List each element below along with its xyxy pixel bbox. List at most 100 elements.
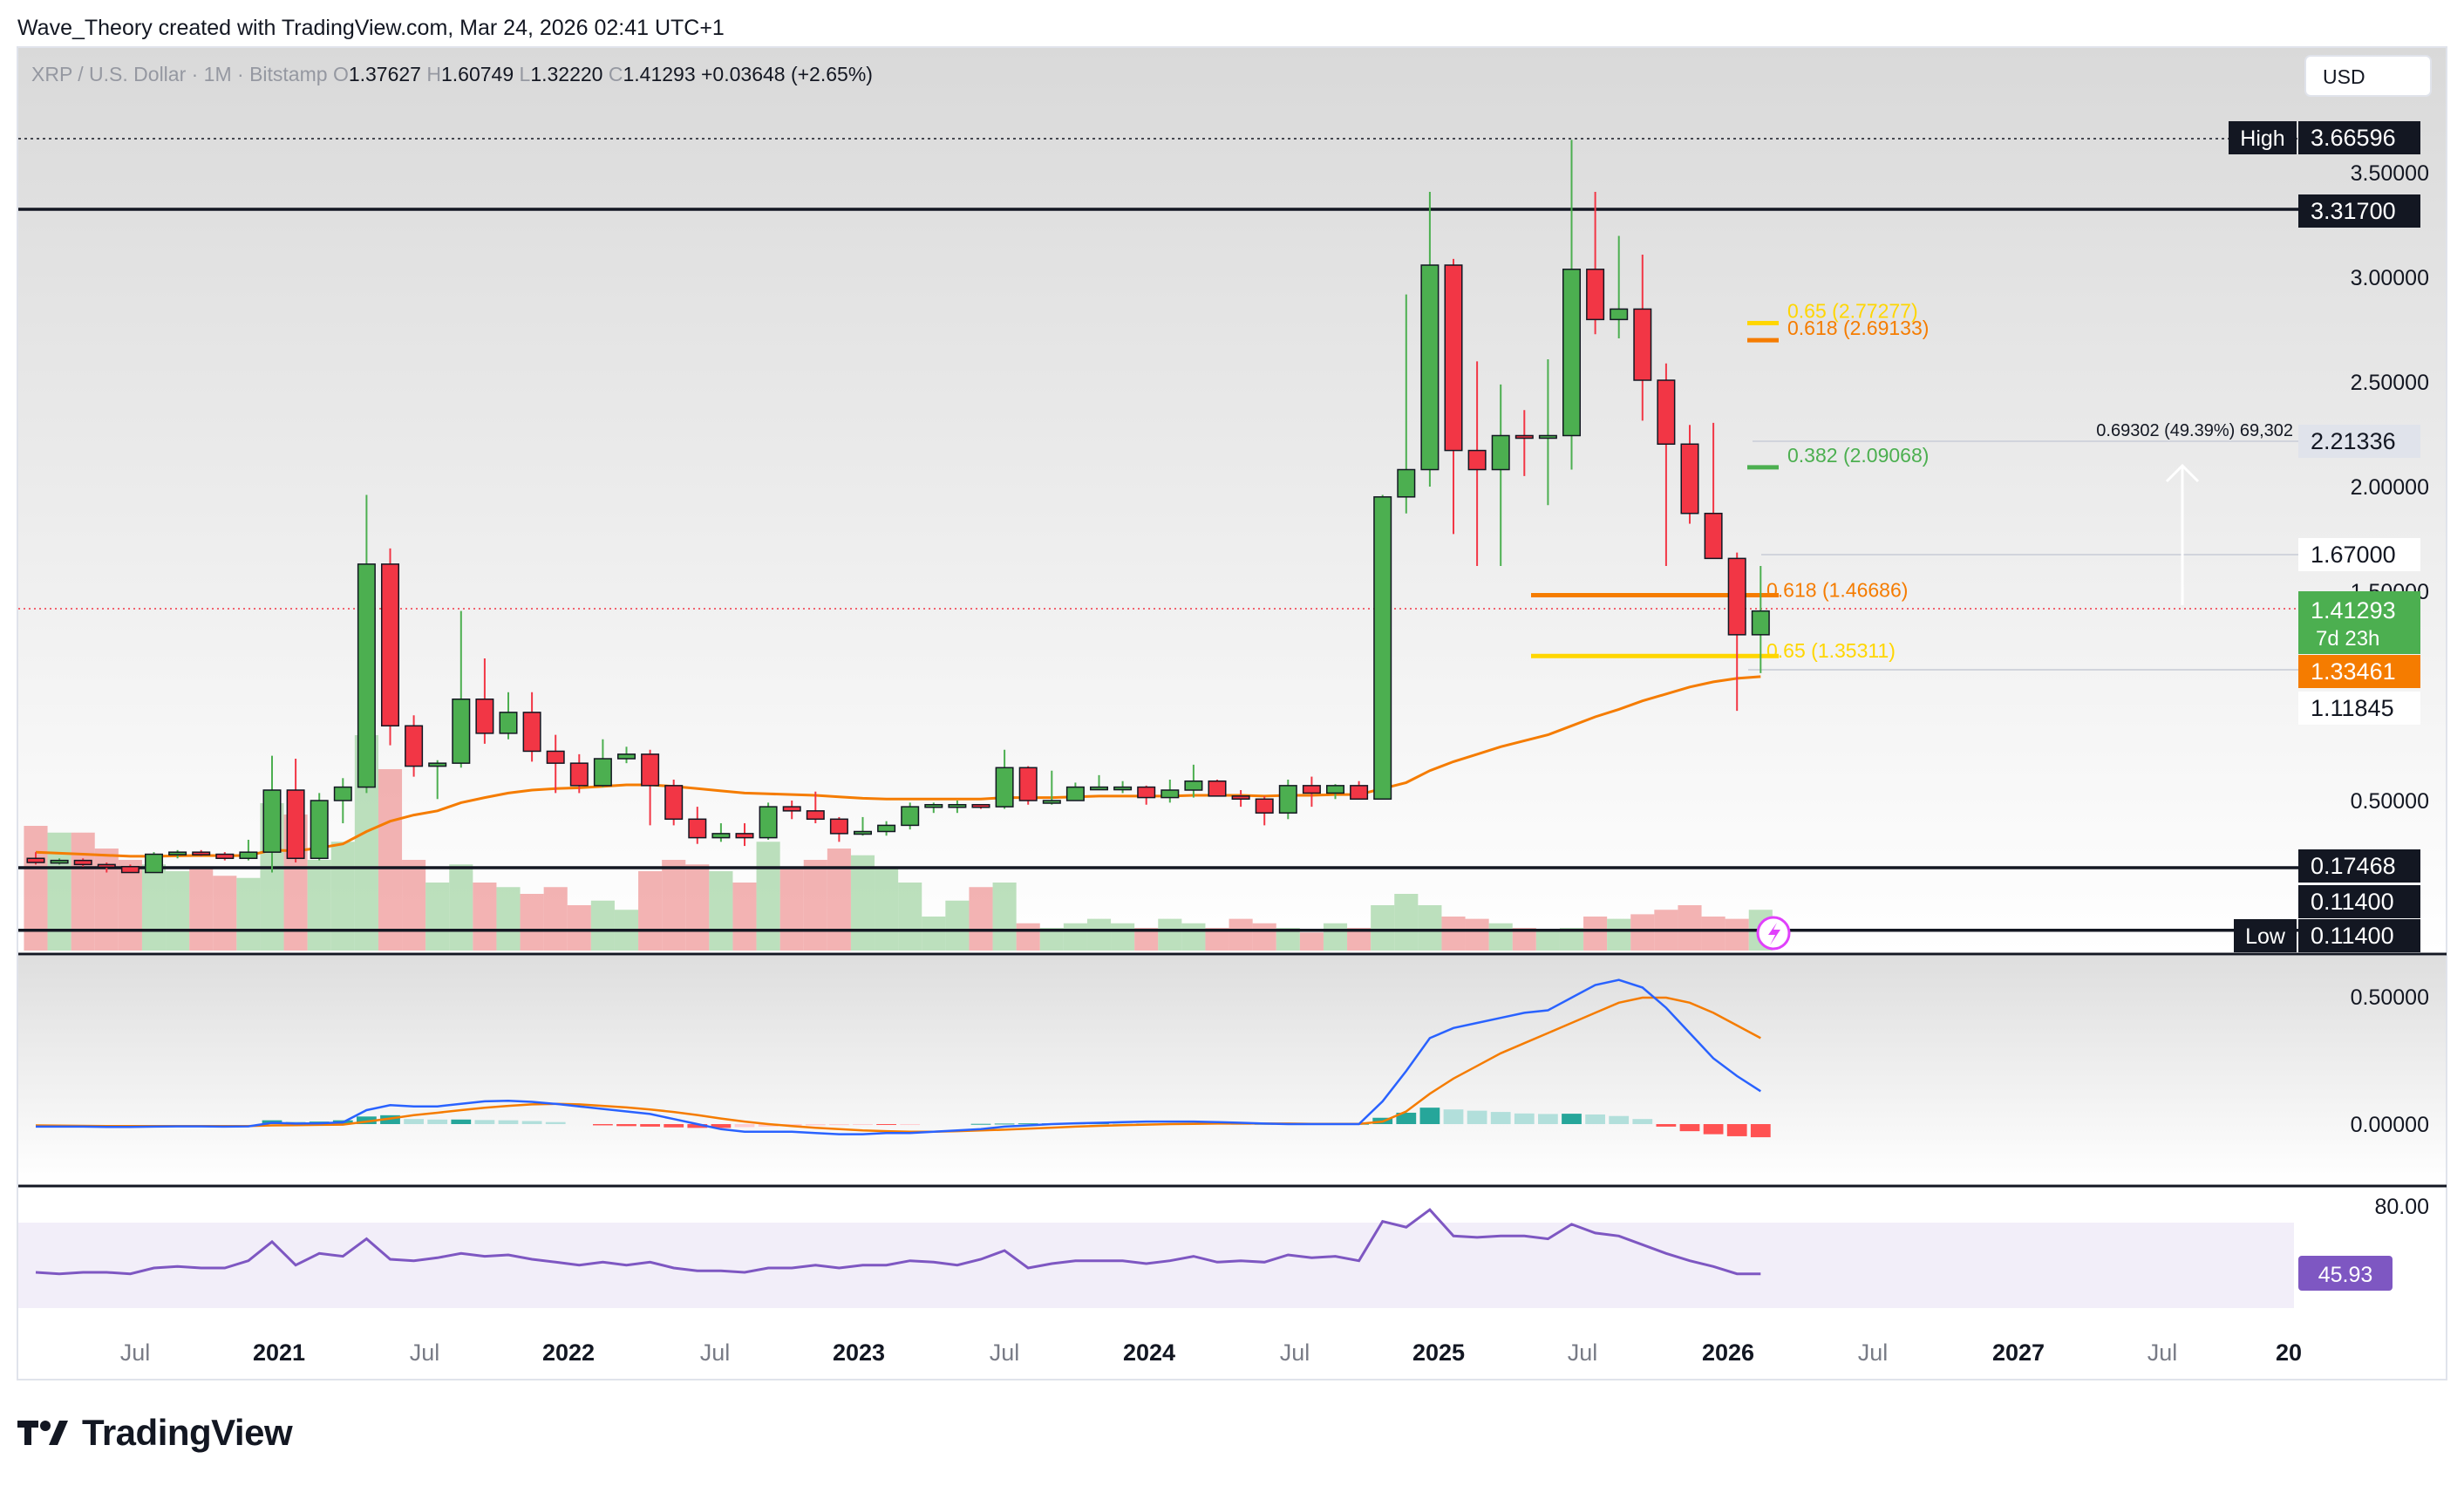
macd-histogram-bar (829, 1124, 849, 1126)
candle-body (405, 725, 424, 767)
candle (1420, 192, 1440, 487)
candle (499, 692, 518, 740)
volume-bar (1323, 923, 1348, 951)
volume-bar (1252, 923, 1276, 951)
candle (475, 658, 494, 744)
macd-pane-background (18, 956, 2446, 1184)
macd-histogram-bar (687, 1124, 708, 1128)
volume-bar (1229, 918, 1253, 951)
candle-body (1562, 269, 1582, 437)
candle (50, 858, 69, 865)
level-0114-tag-text: 0.11400 (2311, 889, 2394, 915)
resistance-price-tag-bg (2298, 538, 2420, 571)
volume-bar (118, 860, 142, 951)
candle-body (168, 851, 187, 855)
candle (688, 807, 707, 844)
candle-body (380, 563, 400, 727)
candle (97, 862, 116, 873)
volume-bar (590, 900, 615, 951)
macd-histogram-bar (711, 1124, 732, 1128)
volume-bar (638, 871, 663, 951)
macd-histogram-bar (1514, 1113, 1535, 1124)
candle (286, 759, 305, 863)
candle (239, 839, 258, 861)
macd-histogram-bar (734, 1124, 755, 1128)
macd-histogram-bar (380, 1114, 400, 1124)
time-axis-label: 2024 (1123, 1339, 1175, 1366)
volume-bar (685, 864, 710, 951)
currency-button[interactable]: USD (2304, 55, 2432, 97)
macd-histogram-bar (1750, 1124, 1771, 1138)
legend-part-4: 1.60749 (441, 63, 520, 85)
low-value-tag-text: 0.11400 (2311, 923, 2394, 949)
volume-bar (1158, 918, 1182, 951)
rsi-value-label: 45.93 (2318, 1263, 2373, 1287)
volume-bar (1512, 928, 1536, 951)
volume-bar (1039, 928, 1064, 951)
level-0174-tag-text: 0.17468 (2311, 853, 2396, 879)
candle-body (97, 863, 116, 869)
candle-body (735, 833, 754, 839)
macd-histogram-bar (1018, 1123, 1038, 1125)
candle (1184, 764, 1203, 798)
level-0174-tag-bg (2298, 849, 2420, 883)
low-label-bg (2234, 919, 2297, 952)
candle-body (877, 824, 896, 833)
volume-bar (307, 860, 331, 951)
level-3317-tag: 3.31700 (2298, 194, 2420, 228)
candle-body (688, 818, 707, 839)
rsi-value-tag (2298, 1256, 2393, 1291)
volume-bar (875, 869, 899, 951)
measure-arrow-head (2165, 463, 2200, 483)
candle-body (1751, 610, 1770, 636)
volume-bar (94, 849, 119, 951)
macd-histogram-bar (545, 1121, 566, 1124)
volume-bar (732, 883, 757, 951)
sparkle-icon-bolt (1768, 923, 1780, 945)
low-label: Low (2245, 924, 2286, 949)
candle-body (1325, 785, 1345, 794)
price-axis-tick: 2.00000 (2351, 475, 2429, 500)
candle (806, 791, 825, 824)
candle-body (1208, 780, 1227, 797)
high-value-tag-text: 3.66596 (2311, 125, 2396, 151)
level-0114-tag-bg (2298, 885, 2420, 918)
macd-histogram-bar (1562, 1114, 1582, 1124)
candle (215, 852, 235, 861)
high-value-tag-bg (2298, 121, 2420, 154)
candle (1350, 780, 1369, 801)
candle (1727, 552, 1746, 712)
candle-body (1680, 443, 1699, 515)
time-axis-label: Jul (2147, 1339, 2178, 1366)
candle-body (73, 859, 92, 866)
volume-bar (827, 849, 851, 951)
candle (924, 802, 943, 814)
candle (711, 823, 731, 842)
volume-bar (1016, 923, 1040, 951)
candle-body (829, 818, 848, 835)
support-price-tag-bg (2298, 692, 2420, 725)
volume-bar (803, 860, 827, 951)
volume-bar (1181, 923, 1206, 951)
candle-body (239, 851, 258, 860)
volume-bar (473, 883, 497, 951)
macd-histogram-bar (900, 1124, 921, 1125)
candle-body (1397, 468, 1416, 498)
candle (641, 749, 660, 826)
candle-body (948, 803, 967, 808)
macd-histogram-bar (1113, 1123, 1133, 1125)
candle-body (144, 853, 164, 874)
volume-bar (922, 917, 946, 951)
candle (1137, 785, 1156, 805)
volume-bar (756, 842, 780, 951)
candle (853, 816, 873, 836)
volume-bar (47, 832, 71, 951)
volume-bar (543, 887, 568, 951)
candle-body (1018, 767, 1038, 801)
current-price-text: 1.41293 (2311, 597, 2396, 624)
time-axis-label: 2022 (542, 1339, 595, 1366)
legend-part-6: 1.32220 (530, 63, 609, 85)
macd-histogram-bar (1467, 1110, 1487, 1124)
currency-button-label: USD (2323, 65, 2365, 88)
candle (616, 746, 636, 764)
